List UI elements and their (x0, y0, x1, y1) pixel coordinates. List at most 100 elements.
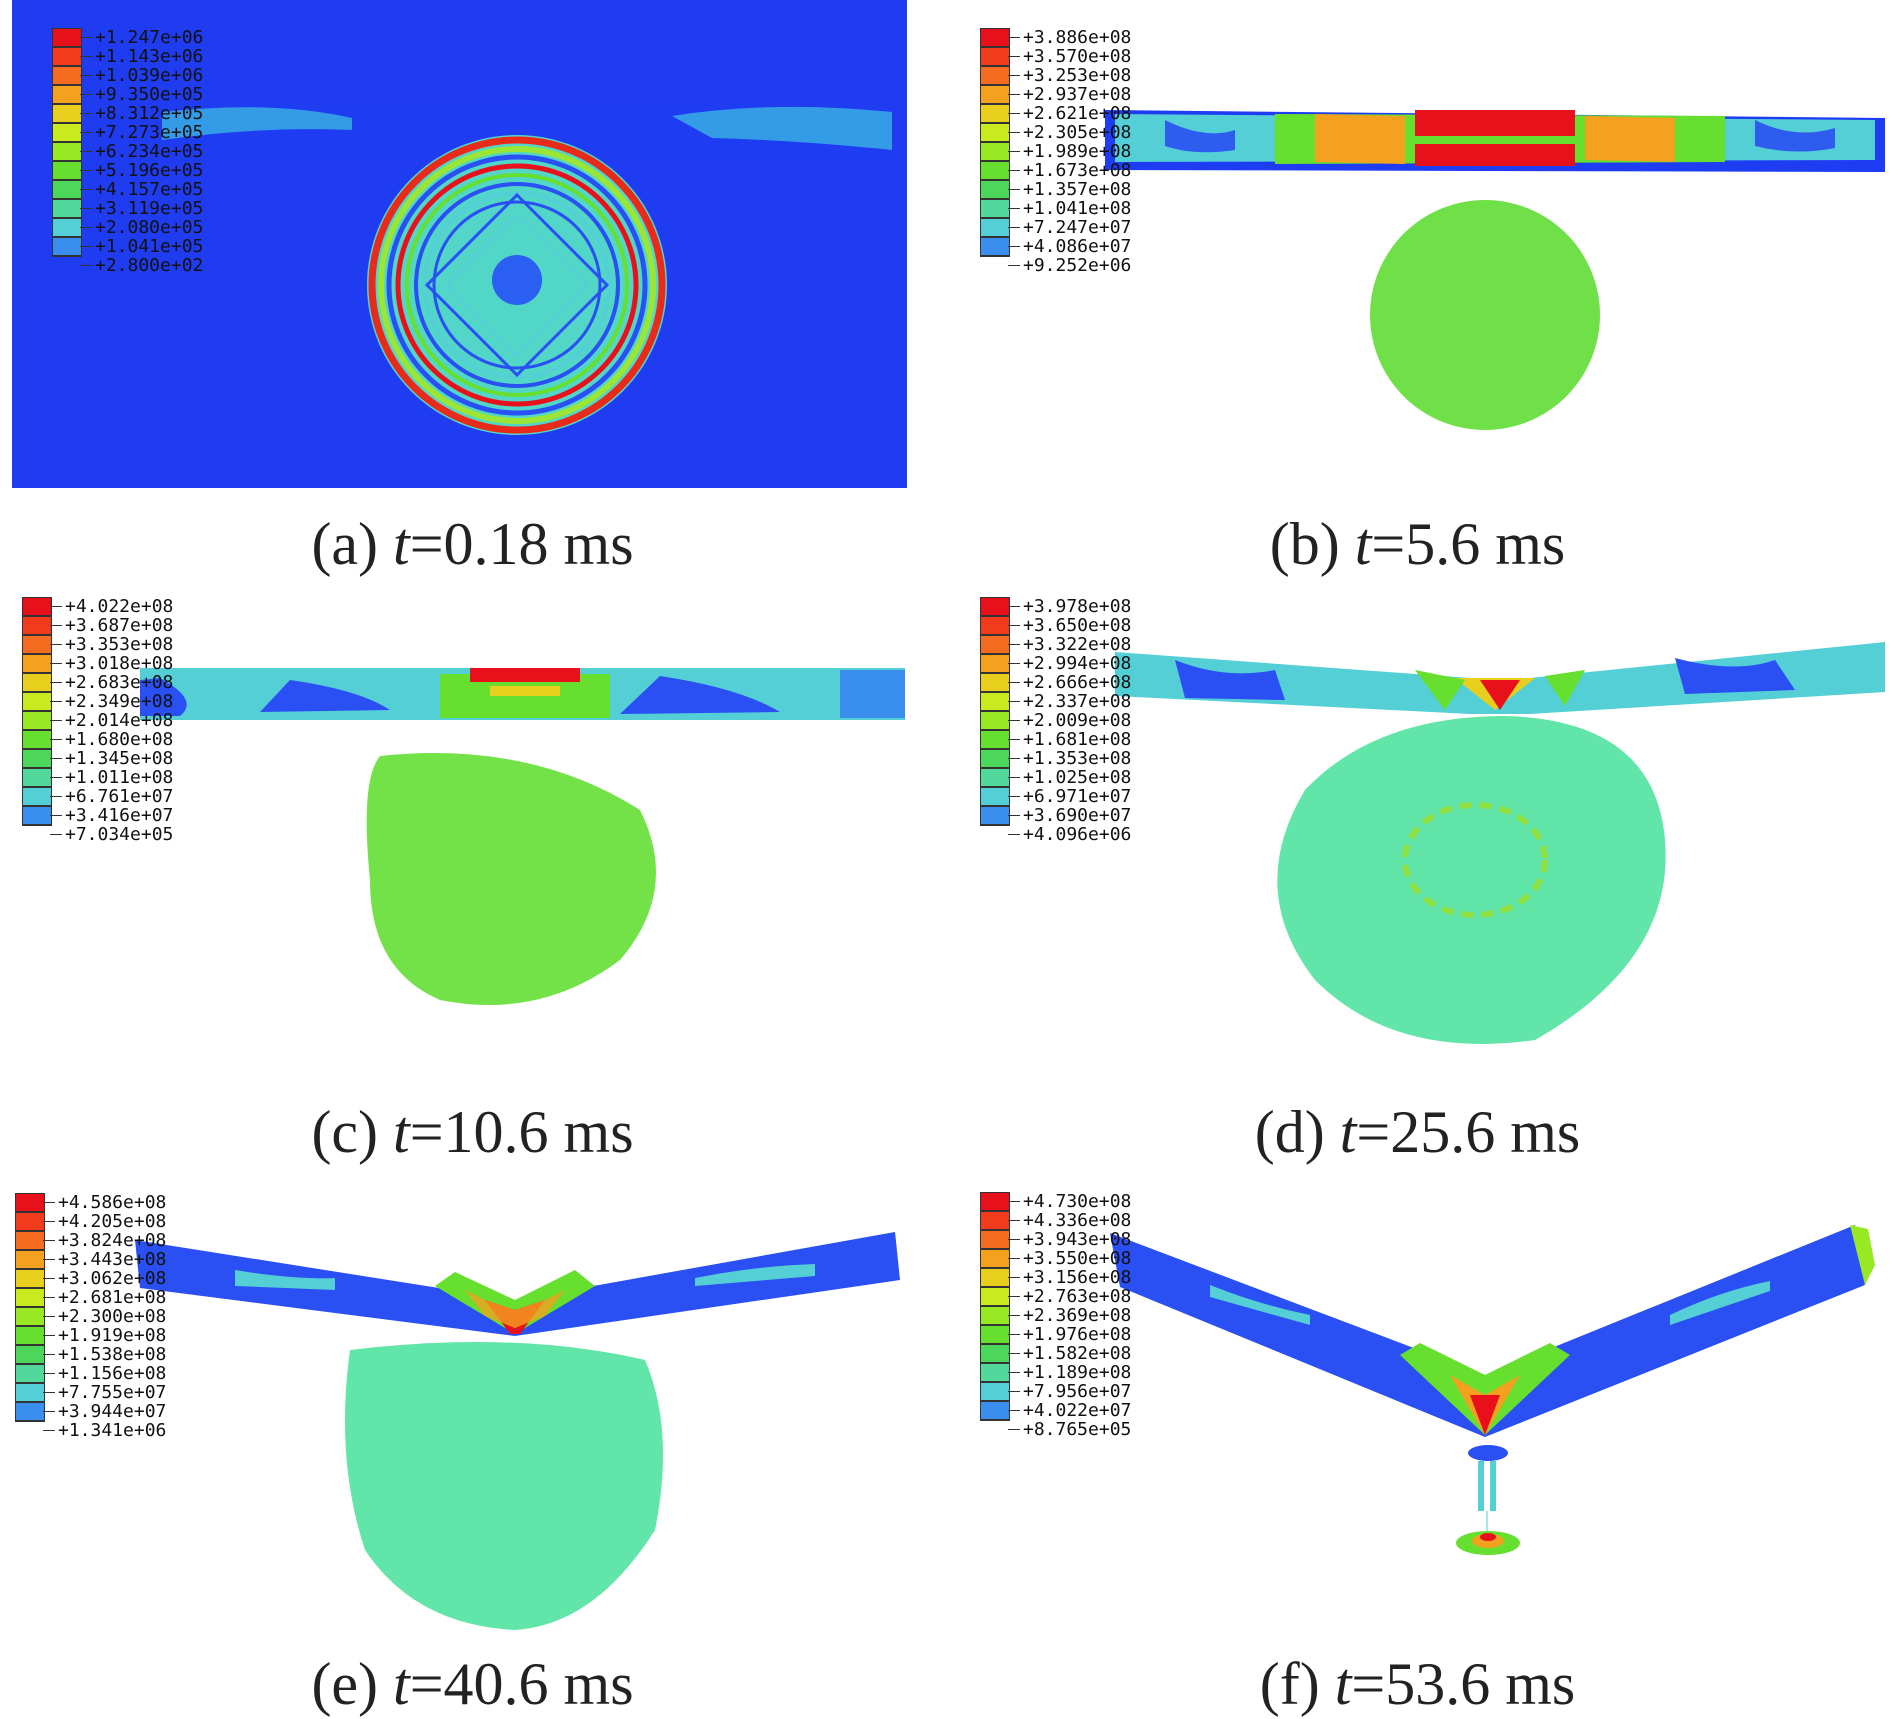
legend-value-label: +3.253e+08 (1023, 65, 1132, 86)
legend-entry: +2.009e+08 (980, 711, 1131, 730)
legend-entry: +8.312e+05 (52, 104, 203, 123)
panel-f-plate (1110, 1225, 1875, 1437)
legend-tick (43, 1202, 55, 1203)
legend-color-swatch (15, 1345, 45, 1364)
legend-color-swatch (980, 730, 1010, 749)
legend-color-swatch (980, 237, 1010, 256)
legend-value-label: +4.022e+08 (65, 596, 174, 617)
legend-entry: +2.349e+08 (22, 692, 173, 711)
legend-color-swatch (22, 635, 52, 654)
legend-color-swatch (52, 47, 82, 66)
legend-entry: +4.086e+07 (980, 237, 1131, 256)
legend-entry: +8.765e+05 (980, 1420, 1131, 1439)
legend-color-swatch (980, 1211, 1010, 1230)
legend-color-swatch (980, 787, 1010, 806)
legend-color-swatch (980, 711, 1010, 730)
legend-color-swatch (980, 749, 1010, 768)
legend-color-swatch (22, 673, 52, 692)
panel-d-bubble (1277, 716, 1666, 1044)
legend-value-label: +2.666e+08 (1023, 672, 1132, 693)
legend-value-label: +3.119e+05 (95, 198, 204, 219)
legend-color-swatch (15, 1421, 45, 1440)
legend-entry: +4.205e+08 (15, 1212, 166, 1231)
legend-color-swatch (22, 597, 52, 616)
legend-entry: +6.761e+07 (22, 787, 173, 806)
legend-entry: +3.690e+07 (980, 806, 1131, 825)
legend-entry: +1.919e+08 (15, 1326, 166, 1345)
legend-value-label: +1.919e+08 (58, 1325, 167, 1346)
legend-color-swatch (980, 1268, 1010, 1287)
legend-tick (50, 606, 62, 607)
legend-tick (50, 834, 62, 835)
legend-tick (1008, 1296, 1020, 1297)
panel-c-bubble (366, 753, 656, 1005)
legend-tick (1008, 56, 1020, 57)
legend-entry: +3.570e+08 (980, 47, 1131, 66)
legend-color-swatch (980, 104, 1010, 123)
legend-value-label: +4.730e+08 (1023, 1191, 1132, 1212)
legend-tick (80, 208, 92, 209)
legend-entry: +1.353e+08 (980, 749, 1131, 768)
legend-value-label: +3.978e+08 (1023, 596, 1132, 617)
panel-f-contour-plot (1110, 1225, 1885, 1565)
legend-color-swatch (980, 1382, 1010, 1401)
legend-color-swatch (980, 1287, 1010, 1306)
legend-value-label: +2.994e+08 (1023, 653, 1132, 674)
legend-entry: +1.989e+08 (980, 142, 1131, 161)
legend-value-label: +4.096e+06 (1023, 824, 1132, 845)
legend-color-swatch (52, 199, 82, 218)
legend-entry: +1.976e+08 (980, 1325, 1131, 1344)
legend-color-swatch (980, 199, 1010, 218)
legend-value-label: +2.621e+08 (1023, 103, 1132, 124)
panel-a-caption: (a) t=0.18 ms (311, 511, 634, 577)
legend-tick (50, 625, 62, 626)
legend-entry: +3.443e+08 (15, 1250, 166, 1269)
legend-entry: +1.681e+08 (980, 730, 1131, 749)
legend-tick (1008, 663, 1020, 664)
legend-entry: +2.305e+08 (980, 123, 1131, 142)
legend-value-label: +2.800e+02 (95, 255, 204, 276)
legend-entry: +1.582e+08 (980, 1344, 1131, 1363)
legend-value-label: +1.156e+08 (58, 1363, 167, 1384)
legend-color-swatch (980, 635, 1010, 654)
legend-tick (1008, 1277, 1020, 1278)
legend-value-label: +1.247e+06 (95, 27, 204, 48)
legend-tick (50, 663, 62, 664)
legend-color-swatch (15, 1231, 45, 1250)
legend-tick (80, 170, 92, 171)
panel-b-caption: (b) t=5.6 ms (1269, 511, 1566, 577)
legend-entry: +2.369e+08 (980, 1306, 1131, 1325)
legend-tick (1008, 265, 1020, 266)
legend-tick (1008, 1201, 1020, 1202)
legend-value-label: +2.763e+08 (1023, 1286, 1132, 1307)
panel-c-caption: (c) t=10.6 ms (311, 1099, 634, 1165)
legend-color-swatch (52, 180, 82, 199)
legend-tick (1008, 815, 1020, 816)
legend-color-swatch (15, 1326, 45, 1345)
panel-d-svg (1115, 642, 1885, 1044)
legend-entry: +6.234e+05 (52, 142, 203, 161)
legend-tick (1008, 758, 1020, 759)
panel-b-plate (1105, 110, 1885, 172)
legend-entry: +2.621e+08 (980, 104, 1131, 123)
legend-entry: +1.025e+08 (980, 768, 1131, 787)
legend-value-label: +2.369e+08 (1023, 1305, 1132, 1326)
legend-tick (50, 644, 62, 645)
legend-entry: +1.039e+06 (52, 66, 203, 85)
legend-entry: +1.143e+06 (52, 47, 203, 66)
legend-value-label: +1.345e+08 (65, 748, 174, 769)
legend-tick (1008, 37, 1020, 38)
legend-tick (1008, 75, 1020, 76)
legend-value-label: +2.014e+08 (65, 710, 174, 731)
legend-color-swatch (980, 180, 1010, 199)
legend-tick (1008, 777, 1020, 778)
legend-value-label: +2.009e+08 (1023, 710, 1132, 731)
legend-tick (1008, 1410, 1020, 1411)
legend-tick (1008, 701, 1020, 702)
legend-entry: +3.687e+08 (22, 616, 173, 635)
legend-entry: +3.156e+08 (980, 1268, 1131, 1287)
legend-tick (1008, 1372, 1020, 1373)
legend-value-label: +8.765e+05 (1023, 1419, 1132, 1440)
legend-value-label: +5.196e+05 (95, 160, 204, 181)
legend-color-swatch (15, 1193, 45, 1212)
